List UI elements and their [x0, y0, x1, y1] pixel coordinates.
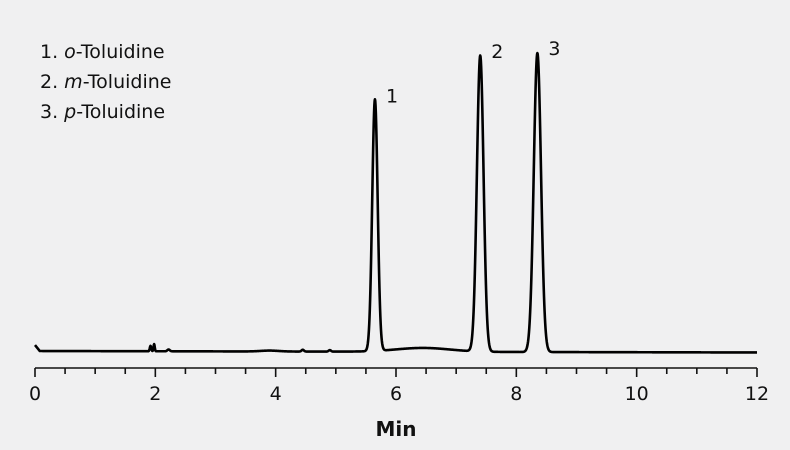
legend-name: -Toluidine [76, 101, 165, 123]
legend-prefix: p [63, 101, 76, 123]
x-tick-label: 0 [29, 383, 41, 405]
legend-number: 3. [40, 101, 64, 123]
x-axis-label: Min [376, 417, 417, 441]
peak-label: 1 [386, 85, 398, 107]
legend-entry: 3. p-Toluidine [40, 101, 165, 123]
legend-name: -Toluidine [83, 71, 172, 93]
x-tick-label: 6 [390, 383, 402, 405]
legend-entry: 2. m-Toluidine [40, 71, 171, 93]
x-tick-label: 12 [745, 383, 769, 405]
legend-prefix: o [64, 41, 76, 63]
legend-number: 1. [40, 41, 64, 63]
peak-labels: 1 2 3 [386, 38, 561, 107]
x-tick-label: 10 [625, 383, 649, 405]
chromatogram-trace [33, 51, 758, 354]
legend-prefix: m [64, 71, 83, 93]
peak-label: 3 [548, 38, 560, 60]
legend-name: -Toluidine [76, 41, 165, 63]
x-tick-label: 2 [149, 383, 161, 405]
x-axis-tick-labels: 0 2 4 6 8 10 12 [29, 383, 769, 405]
x-axis-ticks [34, 368, 758, 377]
legend-number: 2. [40, 71, 64, 93]
peak-label: 2 [491, 41, 503, 63]
x-tick-label: 8 [510, 383, 522, 405]
legend-entry: 1. o-Toluidine [40, 41, 165, 63]
x-tick-label: 4 [270, 383, 282, 405]
